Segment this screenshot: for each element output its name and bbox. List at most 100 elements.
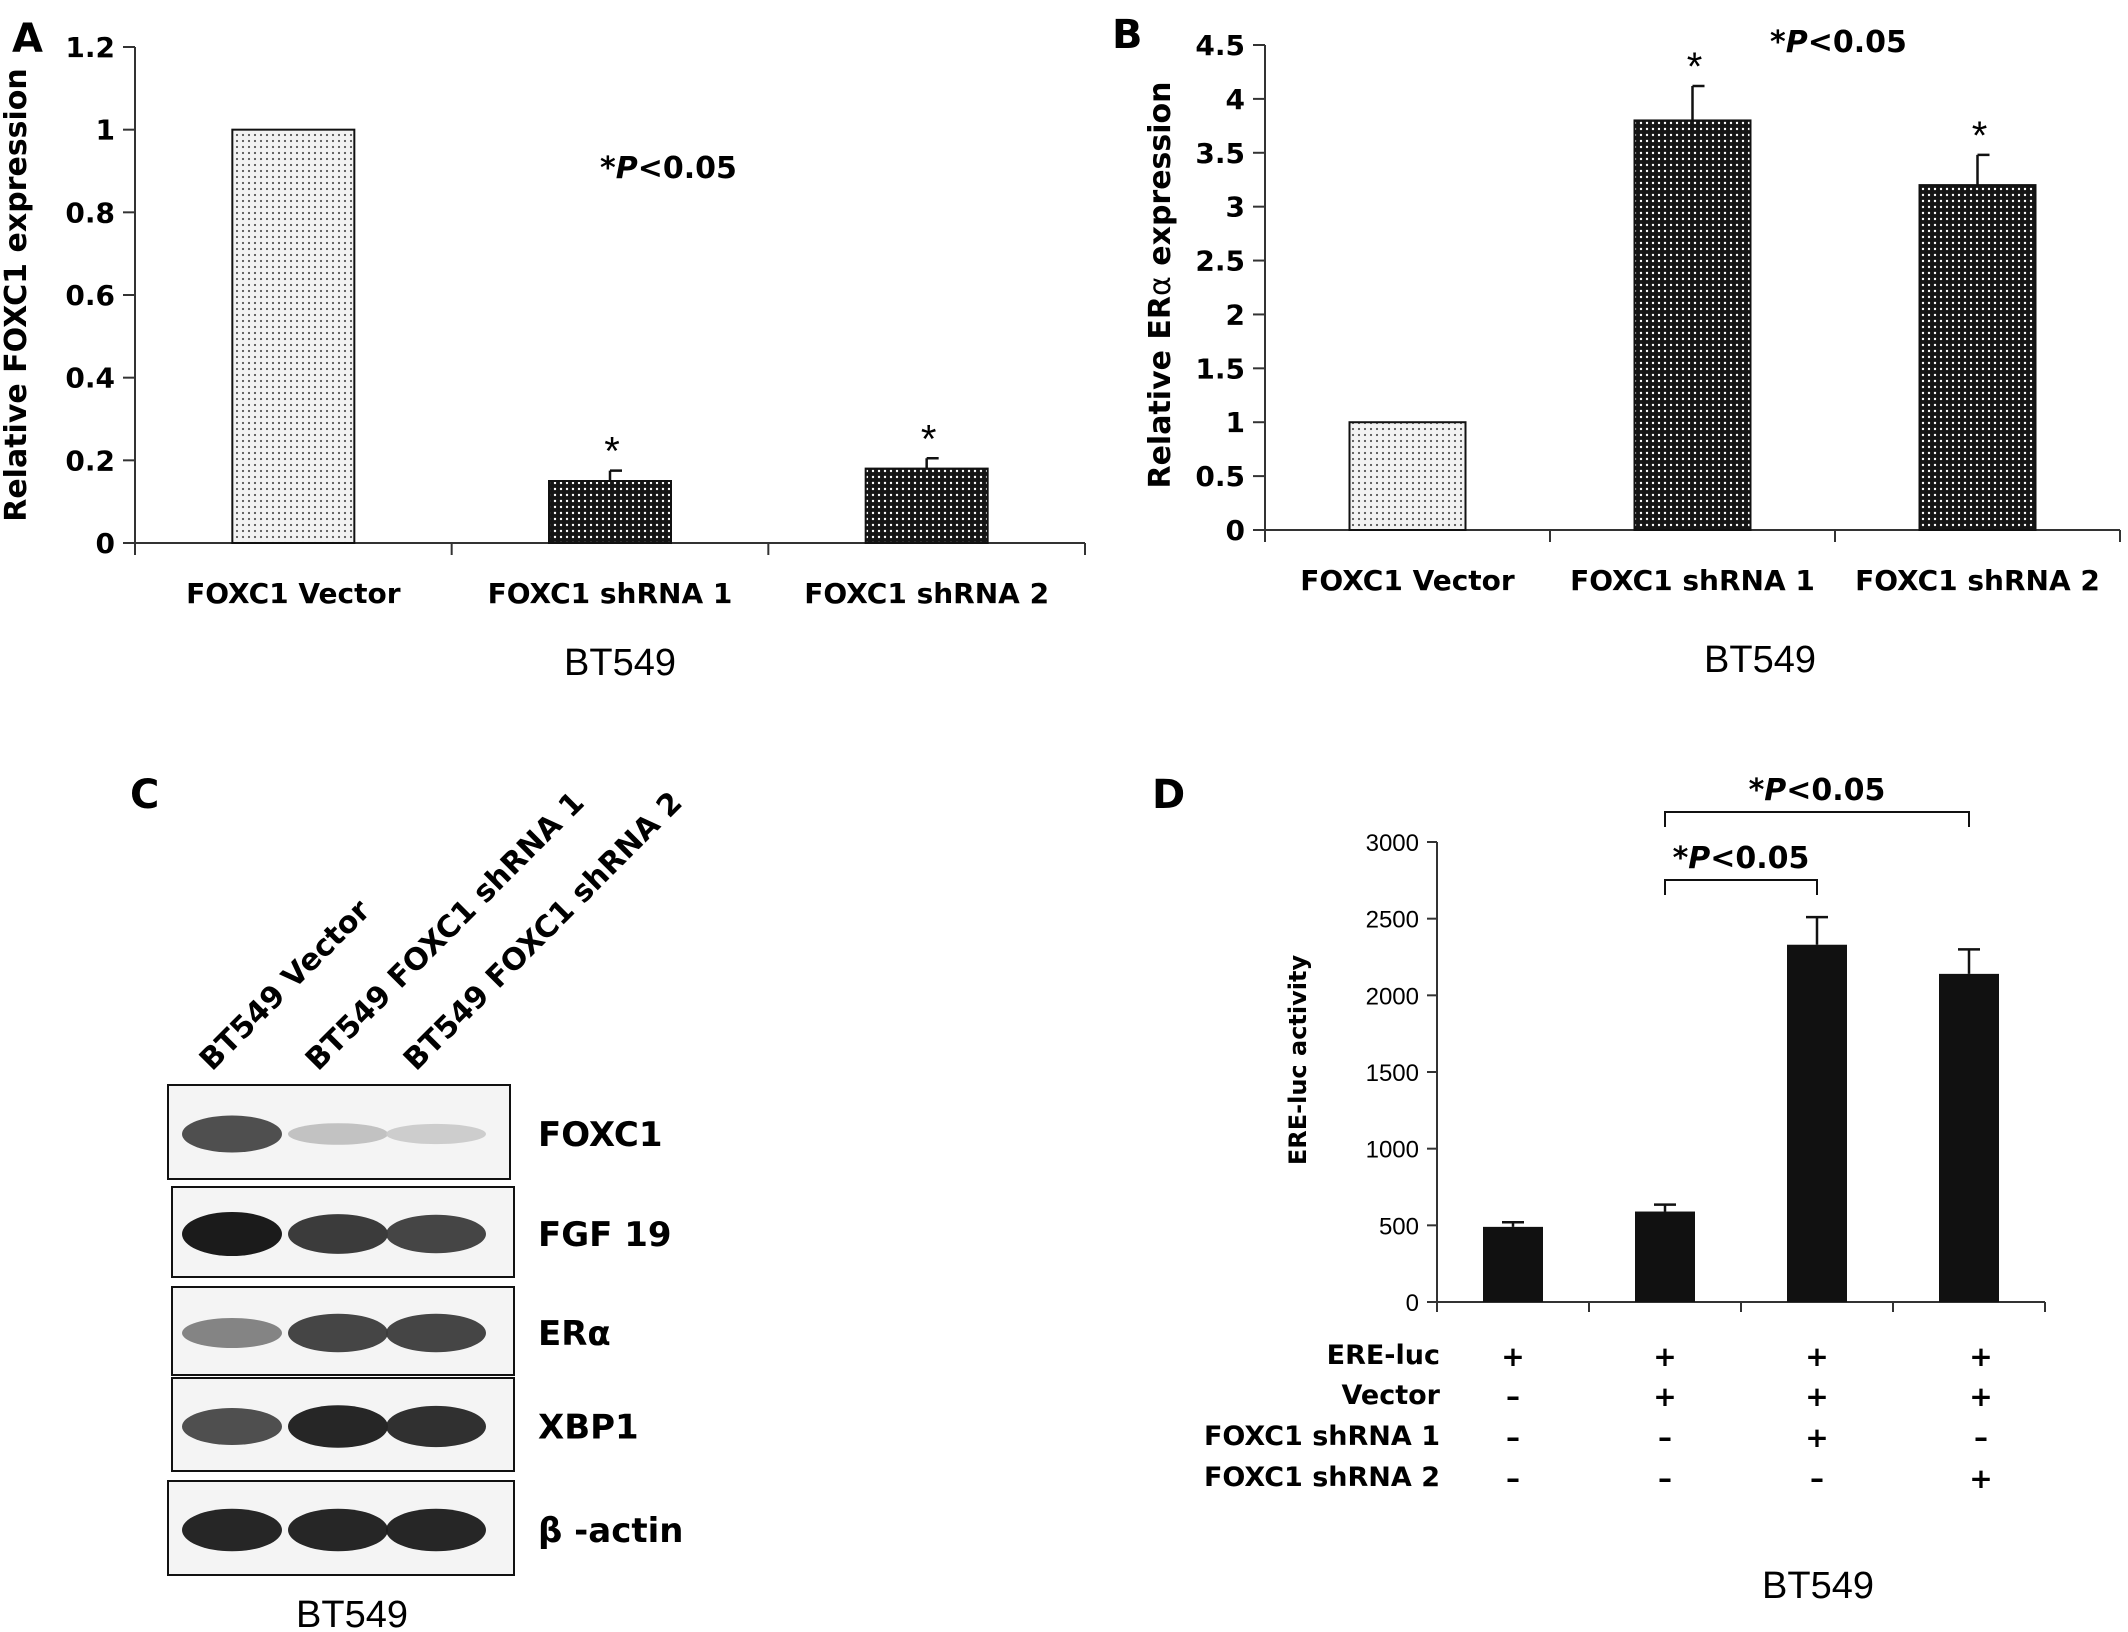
D-bar [1483,1226,1543,1302]
D-y-tick-label: 2500 [1366,907,1419,934]
D-condition-mark: + [1969,1340,1992,1373]
blot-band [288,1405,388,1448]
D-condition-mark: + [1805,1380,1828,1413]
B-error-bar [1691,84,1705,121]
D-y-tick-label: 1500 [1366,1060,1419,1087]
A-bar [548,480,672,544]
panel-b-xlabel: BT549 [1704,639,1816,681]
D-condition-label: FOXC1 shRNA 1 [1204,1421,1440,1452]
panel-a-pvalue: *P<0.05 [600,151,737,186]
blot-band [182,1115,282,1153]
panel-b-chart: B 0 0.5 1 1.5 2 2.5 3 3.5 4 4.5 * * FOXC1 Vector FO… [1112,12,2121,681]
D-condition-mark: + [1969,1380,1992,1413]
D-error-bar [1958,948,1980,974]
blot-band [288,1313,388,1353]
B-significance-star: * [1972,114,1988,158]
A-error-bar [925,457,939,469]
panel-c-label: C [130,772,159,818]
D-y-tick-label: 3000 [1366,830,1419,857]
panel-c-caption: BT549 [296,1594,408,1632]
A-category-label: FOXC1 shRNA 2 [804,577,1049,610]
D-bar [1787,944,1847,1302]
D-condition-label: ERE-luc [1327,1340,1440,1371]
blot-band [386,1405,486,1448]
D-bracket-pvalue: *P<0.05 [1749,773,1886,808]
D-condition-mark: + [1805,1340,1828,1373]
B-bar [1633,119,1752,531]
D-condition-mark: – [1974,1421,1988,1454]
panel-d-label: D [1152,772,1185,818]
blot-protein-label: XBP1 [538,1408,639,1448]
panel-d-xlabel: BT549 [1762,1565,1874,1607]
B-y-tick-label: 4.5 [1195,29,1245,62]
blot-band [386,1313,486,1353]
B-significance-star: * [1687,45,1703,89]
blot-strip: β -actin [167,1480,684,1576]
blot-protein-label: β -actin [538,1511,684,1551]
B-y-tick-label: 2.5 [1195,245,1245,278]
panel-d-chart: D 0 500 1000 1500 2000 2500 3000 *P<0.05 *P<0.0… [1152,772,2046,1607]
D-error-bar [1806,915,1828,945]
B-error-bar [1976,153,1990,186]
A-bar [864,467,989,545]
D-condition-mark: + [1969,1462,1992,1495]
B-y-tick-label: 1.5 [1195,352,1245,385]
D-condition-label: FOXC1 shRNA 2 [1204,1462,1440,1493]
D-condition-mark: – [1658,1462,1672,1495]
D-condition-mark: + [1653,1340,1676,1373]
blot-protein-label: ERα [538,1314,611,1354]
A-y-tick-label: 1 [96,114,115,147]
D-condition-mark: – [1506,1380,1520,1413]
A-y-tick-label: 0.6 [65,279,115,312]
blot-band [182,1212,282,1256]
panel-a-xlabel: BT549 [564,642,676,684]
B-y-tick-label: 4 [1226,83,1245,116]
D-significance-bracket [1664,879,1818,895]
D-bar [1939,973,1999,1302]
B-y-tick-label: 0 [1226,514,1245,547]
blot-band [288,1123,388,1145]
D-condition-mark: – [1506,1462,1520,1495]
blot-strip: XBP1 [171,1377,639,1472]
blot-band [386,1214,486,1254]
blot-band [288,1214,388,1254]
D-significance-bracket [1664,811,1970,827]
panel-a-chart: A 0 0.2 0.4 0.6 0.8 1 1.2 * * FOXC1 Vector FOXC1… [0,16,1086,684]
D-condition-label: Vector [1341,1380,1440,1411]
B-y-tick-label: 3.5 [1195,137,1245,170]
D-y-tick-label: 0 [1406,1290,1419,1317]
A-category-label: FOXC1 Vector [186,577,401,610]
panel-b-ylabel: Relative ERα expression [1143,81,1178,488]
A-y-tick-label: 0.2 [65,444,115,477]
D-condition-mark: – [1810,1462,1824,1495]
D-condition-mark: – [1506,1421,1520,1454]
blot-protein-label: FGF 19 [538,1215,672,1255]
B-y-tick-label: 1 [1226,406,1245,439]
D-condition-mark: + [1653,1380,1676,1413]
blot-strip: FOXC1 [167,1084,663,1180]
D-y-tick-label: 2000 [1366,983,1419,1010]
blot-band [182,1318,282,1348]
B-category-label: FOXC1 shRNA 1 [1570,564,1815,597]
A-y-tick-label: 0 [96,527,115,560]
D-error-bar [1654,1203,1676,1212]
D-y-tick-label: 500 [1379,1213,1419,1240]
B-category-label: FOXC1 Vector [1300,564,1515,597]
D-condition-mark: + [1805,1421,1828,1454]
B-y-tick-label: 3 [1226,191,1245,224]
A-y-tick-label: 0.4 [65,362,115,395]
panel-b-pvalue: *P<0.05 [1770,25,1907,60]
B-y-tick-label: 2 [1226,298,1245,331]
blot-strip: ERα [171,1286,611,1376]
blot-band [288,1508,388,1552]
A-significance-star: * [604,430,620,474]
A-error-bar [608,469,622,481]
panel-a-ylabel: Relative FOXC1 expression [0,68,34,522]
B-bar [1348,421,1467,532]
D-bar [1635,1211,1695,1302]
blot-band [182,1408,282,1445]
A-bar [231,128,356,545]
blot-band [386,1508,486,1552]
D-y-tick-label: 1000 [1366,1137,1419,1164]
